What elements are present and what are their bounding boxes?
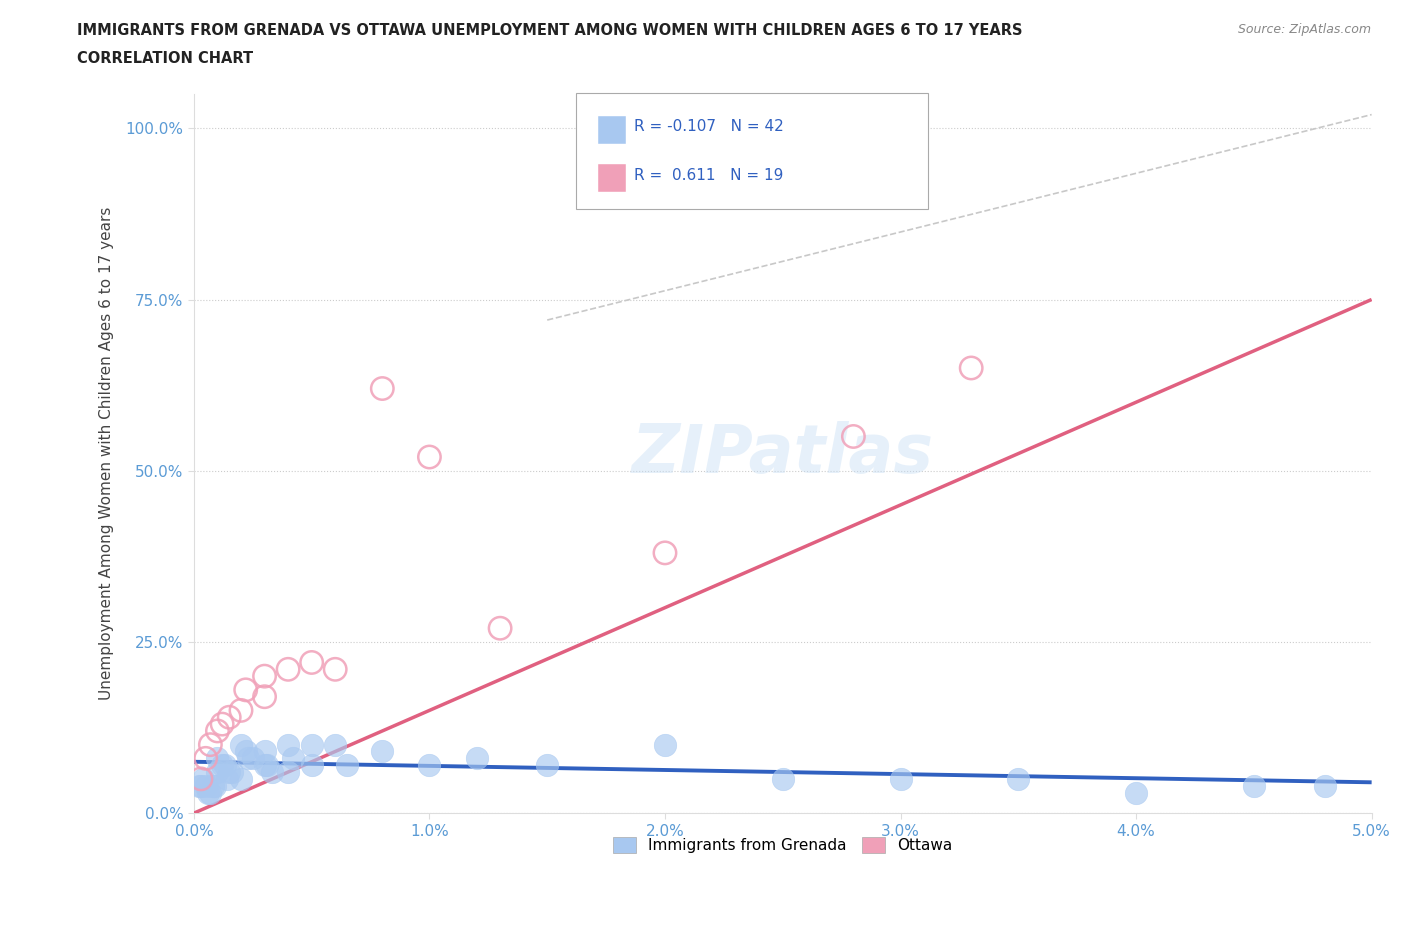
- Point: [281, 751, 304, 765]
- Point: [418, 758, 440, 773]
- Point: [236, 751, 259, 765]
- Point: [465, 751, 488, 765]
- Point: [229, 703, 252, 718]
- Point: [197, 785, 219, 800]
- Point: [1007, 772, 1029, 787]
- Text: R = -0.107   N = 42: R = -0.107 N = 42: [634, 119, 785, 134]
- Point: [277, 737, 299, 752]
- Point: [489, 621, 512, 636]
- Point: [418, 449, 440, 464]
- Point: [654, 546, 676, 561]
- Point: [253, 758, 276, 773]
- Y-axis label: Unemployment Among Women with Children Ages 6 to 17 years: Unemployment Among Women with Children A…: [100, 206, 114, 700]
- Text: IMMIGRANTS FROM GRENADA VS OTTAWA UNEMPLOYMENT AMONG WOMEN WITH CHILDREN AGES 6 : IMMIGRANTS FROM GRENADA VS OTTAWA UNEMPL…: [77, 23, 1022, 38]
- Point: [207, 764, 229, 779]
- Point: [229, 772, 252, 787]
- Point: [1125, 785, 1147, 800]
- Point: [253, 689, 276, 704]
- Point: [194, 751, 217, 765]
- Point: [229, 737, 252, 752]
- Point: [211, 717, 233, 732]
- Point: [323, 662, 346, 677]
- Point: [211, 758, 233, 773]
- Point: [190, 772, 212, 787]
- Point: [218, 764, 240, 779]
- Point: [336, 758, 359, 773]
- Point: [1313, 778, 1336, 793]
- Point: [1243, 778, 1265, 793]
- Point: [200, 785, 222, 800]
- Point: [842, 429, 865, 444]
- Text: ZIPatlas: ZIPatlas: [631, 420, 934, 486]
- Point: [215, 772, 238, 787]
- Point: [301, 758, 323, 773]
- Point: [221, 764, 243, 779]
- Point: [207, 751, 229, 765]
- Point: [960, 361, 983, 376]
- Text: R =  0.611   N = 19: R = 0.611 N = 19: [634, 168, 783, 183]
- Point: [235, 744, 257, 759]
- Point: [235, 683, 257, 698]
- Point: [201, 778, 224, 793]
- Point: [536, 758, 558, 773]
- Point: [654, 737, 676, 752]
- Point: [253, 669, 276, 684]
- Point: [371, 381, 394, 396]
- Point: [277, 662, 299, 677]
- Point: [301, 737, 323, 752]
- Point: [301, 655, 323, 670]
- Point: [323, 737, 346, 752]
- Text: Source: ZipAtlas.com: Source: ZipAtlas.com: [1237, 23, 1371, 36]
- Legend: Immigrants from Grenada, Ottawa: Immigrants from Grenada, Ottawa: [607, 831, 959, 859]
- Point: [772, 772, 794, 787]
- Point: [207, 724, 229, 738]
- Point: [193, 772, 215, 787]
- Point: [889, 772, 911, 787]
- Point: [200, 737, 222, 752]
- Point: [190, 778, 212, 793]
- Point: [260, 764, 283, 779]
- Text: CORRELATION CHART: CORRELATION CHART: [77, 51, 253, 66]
- Point: [253, 744, 276, 759]
- Point: [242, 751, 264, 765]
- Point: [218, 710, 240, 724]
- Point: [371, 744, 394, 759]
- Point: [204, 778, 226, 793]
- Point: [277, 764, 299, 779]
- Point: [256, 758, 278, 773]
- Point: [187, 778, 209, 793]
- Point: [214, 758, 236, 773]
- Point: [194, 778, 217, 793]
